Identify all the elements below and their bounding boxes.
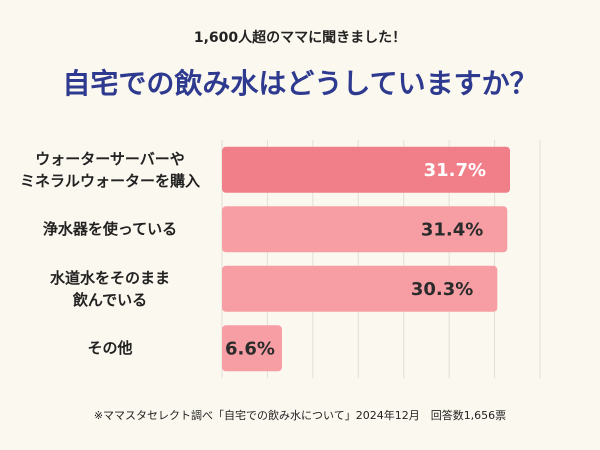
value-label: 31.7%: [424, 160, 486, 181]
bar: [222, 265, 498, 312]
value-label: 6.6%: [225, 338, 275, 359]
chart-subtitle: 1,600人超のママに聞きました！: [194, 29, 406, 46]
value-label: 30.3%: [411, 279, 473, 300]
bar: [222, 325, 282, 372]
value-label: 31.4%: [421, 219, 483, 240]
category-label: その他: [87, 339, 133, 358]
category-label: ウォーターサーバーや ミネラルウォーターを購入: [19, 149, 200, 190]
bar: [222, 146, 511, 193]
category-label: 水道水をそのまま 飲んでいる: [49, 268, 170, 309]
category-label: 浄水器を使っている: [42, 220, 178, 239]
chart-title: 自宅での飲み水はどうしていますか？: [62, 67, 537, 100]
chart-note: ※ママスタセレクト調べ「自宅での飲み水について」2024年12月 回答数1,65…: [94, 408, 506, 422]
bar: [222, 206, 508, 253]
